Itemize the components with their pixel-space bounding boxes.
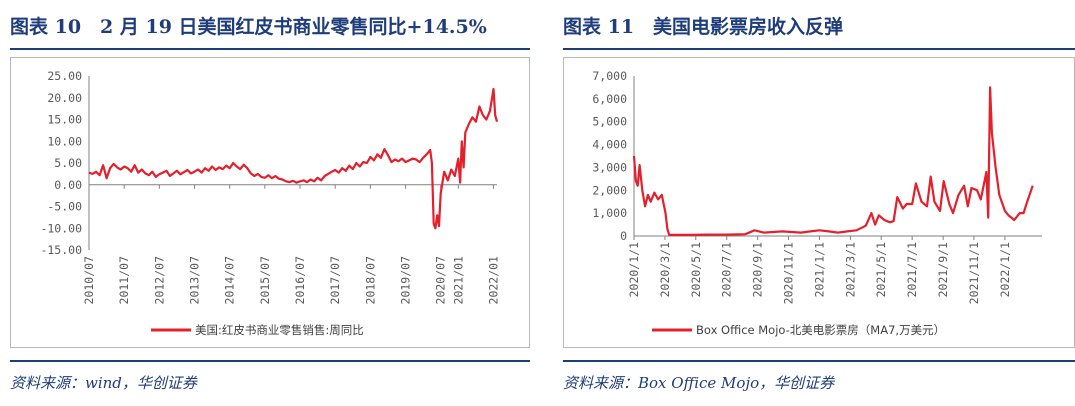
x-tick-label: 2022/01 [486, 256, 500, 305]
y-tick-label: 6,000 [592, 92, 627, 106]
source-bar: 资料来源：Box Office Mojo，华创证券 [563, 360, 1075, 398]
left-panel: 图表 10 2 月 19 日美国红皮书商业零售同比+14.5% 25.00 20.… [0, 0, 530, 406]
x-tick-label: 2021/11/1 [967, 242, 981, 304]
legend-label: 美国:红皮书商业零售销售:周同比 [195, 323, 364, 337]
retail-sales-chart: 25.00 20.00 15.00 10.00 5.00 0.00 -5.00 -10.00 -… [40, 69, 500, 337]
y-tick-label: -5.00 [47, 200, 82, 214]
chart-title-bar: 图表 10 2 月 19 日美国红皮书商业零售同比+14.5% [10, 8, 530, 50]
chart-frame: 25.00 20.00 15.00 10.00 5.00 0.00 -5.00 -10.00 -… [10, 57, 530, 348]
chart-title: 图表 10 2 月 19 日美国红皮书商业零售同比+14.5% [10, 16, 487, 38]
x-tick-label: 2020/11/1 [781, 242, 795, 304]
x-tick-label: 2010/07 [82, 256, 96, 305]
y-tick-label: 0.00 [54, 178, 82, 192]
x-tick-label: 2020/3/1 [658, 242, 672, 297]
x-tick-label: 2021/9/1 [936, 242, 950, 297]
x-tick-label: 2022/1/1 [998, 242, 1012, 297]
y-tick-label: 10.00 [47, 134, 82, 148]
x-tick-label: 2020/5/1 [689, 242, 703, 297]
y-tick-label: 0 [620, 229, 627, 243]
x-tick-label: 2019/07 [399, 256, 413, 305]
x-tick-label: 2021/1/1 [812, 242, 826, 297]
y-tick-label: 1,000 [592, 206, 627, 220]
y-tick-label: 15.00 [47, 113, 82, 127]
box-office-chart: 7,0006,0005,0004,0003,0002,0001,00002020… [592, 69, 1042, 337]
x-tick-label: 2013/07 [188, 256, 202, 305]
x-tick-label: 2021/01 [451, 256, 465, 305]
right-panel: 图表 11 美国电影票房收入反弹 7,000 6,000 5,000 4,000 3,0… [553, 0, 1075, 406]
series-line [632, 86, 1034, 236]
x-tick-label: 2021/7/1 [905, 242, 919, 297]
x-tick-label: 2017/07 [328, 256, 342, 305]
legend-label: Box Office Mojo-北美电影票房（MA7,万美元） [696, 323, 945, 337]
y-tick-label: 20.00 [47, 91, 82, 105]
x-tick-label: 2015/07 [258, 256, 272, 305]
y-tick-label: 2,000 [592, 183, 627, 197]
x-tick-label: 2014/07 [223, 256, 237, 305]
x-tick-label: 2020/9/1 [751, 242, 765, 297]
chart-title: 图表 11 美国电影票房收入反弹 [563, 16, 844, 38]
source-bar: 资料来源：wind，华创证券 [10, 360, 530, 398]
x-tick-label: 2012/07 [152, 256, 166, 305]
y-tick-label: 25.00 [47, 69, 82, 83]
x-tick-label: 2016/07 [293, 256, 307, 305]
x-tick-label: 2021/3/1 [843, 242, 857, 297]
y-tick-label: -15.00 [40, 243, 82, 257]
x-tick-label: 2020/1/1 [627, 242, 641, 297]
x-tick-label: 2021/5/1 [874, 242, 888, 297]
chart-title-bar: 图表 11 美国电影票房收入反弹 [563, 8, 1075, 50]
source-note: 资料来源：wind，华创证券 [10, 374, 197, 392]
y-tick-label: 5,000 [592, 115, 627, 129]
x-tick-label: 2020/7/1 [720, 242, 734, 297]
series-line [88, 87, 499, 230]
y-tick-label: -10.00 [40, 221, 82, 235]
x-tick-label: 2018/07 [363, 256, 377, 305]
source-note: 资料来源：Box Office Mojo，华创证券 [563, 374, 835, 392]
y-tick-label: 3,000 [592, 160, 627, 174]
x-tick-label: 2011/07 [117, 256, 131, 305]
y-tick-label: 4,000 [592, 138, 627, 152]
chart-frame: 7,000 6,000 5,000 4,000 3,000 2,000 1,000 0 2020… [563, 57, 1075, 348]
x-tick-label: 2020/07 [434, 256, 448, 305]
y-tick-label: 5.00 [54, 156, 82, 170]
y-tick-label: 7,000 [592, 69, 627, 83]
